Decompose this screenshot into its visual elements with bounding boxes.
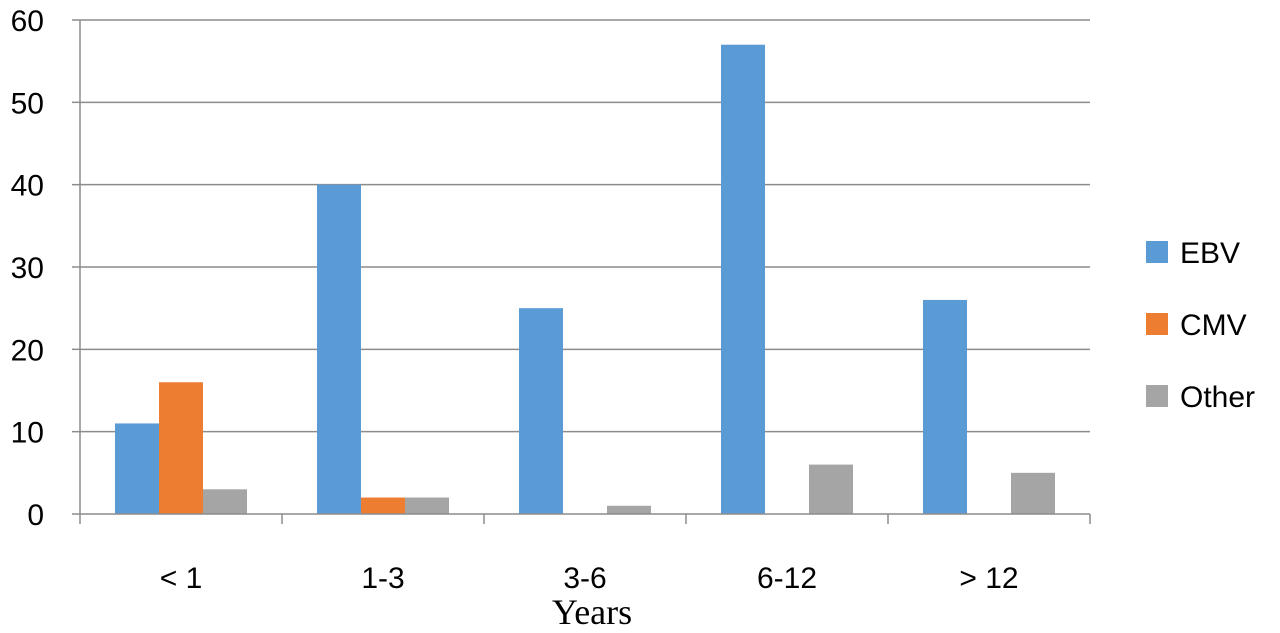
legend: EBV CMV Other <box>1146 237 1255 414</box>
bar-ebv-4 <box>923 299 967 514</box>
y-tick-label-20: 20 <box>11 334 44 367</box>
bar-other-0 <box>203 489 247 514</box>
y-tick-label-40: 40 <box>11 170 44 203</box>
x-axis-label: Years <box>552 592 632 632</box>
bar-other-1 <box>405 497 449 514</box>
legend-label-other: Other <box>1180 381 1255 414</box>
bar-group <box>115 44 1055 514</box>
x-tick-label-4: > 12 <box>959 562 1018 595</box>
legend-label-ebv: EBV <box>1180 237 1240 270</box>
x-tick-labels: < 1 1-3 3-6 6-12 > 12 <box>160 562 1019 595</box>
legend-swatch-cmv <box>1146 313 1168 335</box>
x-tick-label-0: < 1 <box>160 562 203 595</box>
bar-cmv-1 <box>361 497 405 514</box>
x-tick-label-1: 1-3 <box>361 562 404 595</box>
axes <box>72 19 1091 524</box>
x-tick-label-2: 3-6 <box>563 562 606 595</box>
y-tick-label-30: 30 <box>11 252 44 285</box>
y-tick-labels: 0 10 20 30 40 50 60 <box>11 5 44 532</box>
bar-other-2 <box>607 505 651 514</box>
bar-other-4 <box>1011 472 1055 514</box>
bar-cmv-0 <box>159 382 203 514</box>
bar-ebv-2 <box>519 308 563 514</box>
x-tick-label-3: 6-12 <box>757 562 817 595</box>
grid-lines <box>80 19 1090 433</box>
bar-ebv-0 <box>115 423 159 514</box>
bar-other-3 <box>809 464 853 514</box>
y-tick-label-60: 60 <box>11 5 44 38</box>
legend-swatch-ebv <box>1146 241 1168 263</box>
y-tick-label-50: 50 <box>11 87 44 120</box>
bar-ebv-1 <box>317 184 361 514</box>
y-tick-label-10: 10 <box>11 417 44 450</box>
legend-swatch-other <box>1146 385 1168 407</box>
bar-ebv-3 <box>721 44 765 514</box>
legend-label-cmv: CMV <box>1180 309 1247 342</box>
y-tick-label-0: 0 <box>27 499 44 532</box>
